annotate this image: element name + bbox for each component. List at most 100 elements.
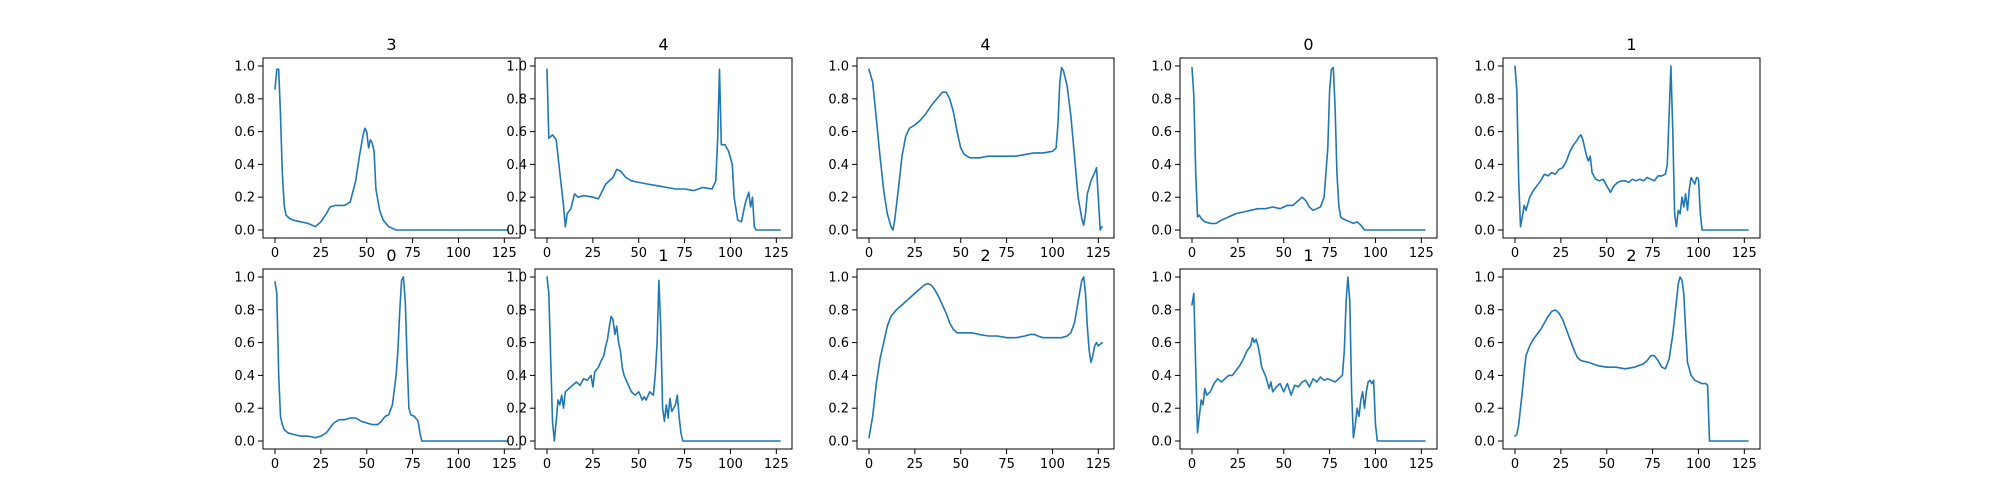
y-tick-label: 0.2 — [506, 191, 527, 206]
x-tick-label: 25 — [1553, 246, 1570, 261]
x-tick-label: 75 — [404, 246, 421, 261]
y-tick-label: 0.4 — [1474, 158, 1495, 173]
x-tick-label: 100 — [1686, 457, 1711, 472]
y-tick-label: 0.8 — [1474, 303, 1495, 318]
axes-frame — [534, 268, 793, 450]
x-tick-label: 125 — [1086, 457, 1111, 472]
x-tick-label: 125 — [492, 457, 517, 472]
y-tick-label: 0.8 — [506, 303, 527, 318]
subplot-2: 4 0 25 50 75 100 125 0.0 0.2 0.4 0.6 0.8 1.0 — [506, 35, 793, 261]
x-tick-label: 75 — [1644, 457, 1661, 472]
x-tick-label: 100 — [718, 246, 743, 261]
x-tick-label: 125 — [1409, 246, 1434, 261]
x-tick-label: 100 — [1040, 246, 1065, 261]
y-tick-label: 0.4 — [234, 369, 255, 384]
y-tick-label: 1.0 — [506, 60, 527, 75]
subplot-title: 0 — [1303, 35, 1313, 54]
axes-frame — [856, 57, 1115, 239]
x-tick-label: 75 — [998, 246, 1015, 261]
y-tick-label: 1.0 — [234, 60, 255, 75]
series-line — [1191, 276, 1426, 442]
x-tick-label: 75 — [1321, 246, 1338, 261]
y-tick-label: 1.0 — [1151, 271, 1172, 286]
y-tick-label: 0.0 — [234, 435, 255, 450]
x-tick-label: 100 — [446, 246, 471, 261]
subplot-8: 2 0 25 50 75 100 125 0.0 0.2 0.4 0.6 0.8 1.0 — [828, 246, 1115, 472]
y-tick-label: 0.0 — [1474, 224, 1495, 239]
y-tick-label: 0.8 — [234, 92, 255, 107]
x-tick-label: 50 — [1598, 246, 1615, 261]
x-tick-label: 50 — [952, 246, 969, 261]
y-tick-label: 0.0 — [506, 435, 527, 450]
x-tick-label: 50 — [952, 457, 969, 472]
x-tick-label: 100 — [1363, 457, 1388, 472]
x-tick-label: 125 — [1732, 457, 1757, 472]
x-tick-label: 50 — [1275, 457, 1292, 472]
y-tick-label: 0.8 — [1151, 303, 1172, 318]
x-tick-label: 25 — [585, 246, 602, 261]
x-tick-label: 25 — [313, 457, 330, 472]
y-tick-label: 1.0 — [234, 271, 255, 286]
series-line — [274, 276, 509, 442]
x-tick-label: 75 — [1321, 457, 1338, 472]
x-tick-label: 75 — [676, 457, 693, 472]
x-tick-label: 125 — [492, 246, 517, 261]
x-tick-label: 50 — [1275, 246, 1292, 261]
y-tick-label: 0.2 — [828, 402, 849, 417]
x-tick-label: 75 — [404, 457, 421, 472]
y-tick-label: 1.0 — [828, 60, 849, 75]
x-tick-label: 0 — [543, 457, 551, 472]
x-tick-label: 75 — [998, 457, 1015, 472]
y-tick-label: 0.0 — [828, 435, 849, 450]
axes-frame — [1502, 57, 1761, 239]
x-tick-label: 125 — [1086, 246, 1111, 261]
y-tick-label: 0.8 — [828, 303, 849, 318]
y-tick-label: 0.8 — [1151, 92, 1172, 107]
subplot-6: 0 0 25 50 75 100 125 0.0 0.2 0.4 0.6 0.8 1.0 — [234, 246, 521, 472]
x-tick-label: 0 — [865, 457, 873, 472]
y-tick-label: 0.6 — [1474, 125, 1495, 140]
x-tick-label: 0 — [1188, 457, 1196, 472]
subplot-title: 4 — [658, 35, 668, 54]
x-tick-label: 100 — [718, 457, 743, 472]
axes-frame — [262, 57, 521, 239]
y-tick-label: 0.2 — [506, 402, 527, 417]
x-tick-label: 0 — [1511, 246, 1519, 261]
subplot-title: 2 — [1626, 246, 1636, 265]
x-tick-label: 25 — [907, 246, 924, 261]
y-tick-label: 0.0 — [506, 224, 527, 239]
subplot-title: 4 — [980, 35, 990, 54]
x-tick-label: 125 — [764, 457, 789, 472]
y-tick-label: 0.8 — [234, 303, 255, 318]
y-tick-label: 0.0 — [1151, 224, 1172, 239]
y-tick-label: 0.6 — [506, 336, 527, 351]
x-tick-label: 25 — [1553, 457, 1570, 472]
axes-frame — [1502, 268, 1761, 450]
x-tick-label: 125 — [764, 246, 789, 261]
y-tick-label: 0.4 — [828, 369, 849, 384]
y-tick-label: 0.4 — [234, 158, 255, 173]
x-tick-label: 25 — [313, 246, 330, 261]
subplot-title: 1 — [1303, 246, 1313, 265]
y-tick-label: 1.0 — [1474, 60, 1495, 75]
y-tick-label: 0.2 — [1474, 191, 1495, 206]
x-tick-label: 100 — [1686, 246, 1711, 261]
axes-frame — [1179, 268, 1438, 450]
y-tick-label: 0.6 — [1474, 336, 1495, 351]
x-tick-label: 50 — [358, 246, 375, 261]
y-tick-label: 1.0 — [828, 271, 849, 286]
x-tick-label: 0 — [271, 457, 279, 472]
x-tick-label: 25 — [585, 457, 602, 472]
x-tick-label: 75 — [676, 246, 693, 261]
y-tick-label: 0.0 — [234, 224, 255, 239]
y-tick-label: 0.2 — [234, 191, 255, 206]
series-line — [868, 66, 1103, 231]
x-tick-label: 0 — [543, 246, 551, 261]
y-tick-label: 0.6 — [1151, 336, 1172, 351]
axes-frame — [262, 268, 521, 450]
x-tick-label: 100 — [1363, 246, 1388, 261]
axes-frame — [856, 268, 1115, 450]
series-line — [868, 276, 1103, 439]
x-tick-label: 0 — [1511, 457, 1519, 472]
